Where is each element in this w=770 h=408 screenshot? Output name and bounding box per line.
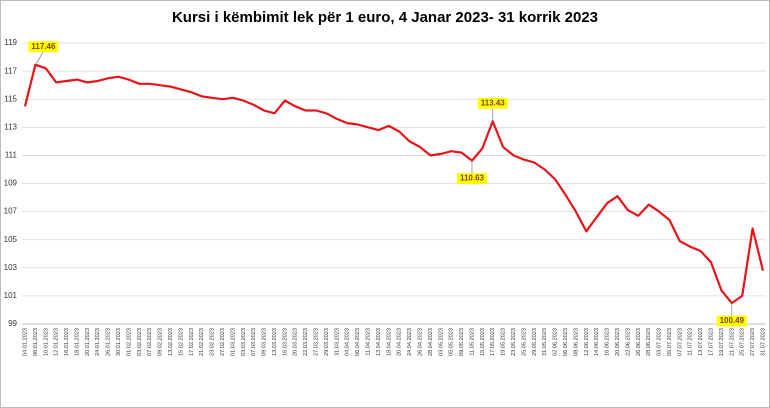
data-label: 117.46 — [31, 42, 56, 51]
x-tick-label: 24.01.2023 — [95, 328, 101, 356]
y-tick-label: 105 — [4, 235, 18, 244]
x-tick-label: 17.07.2023 — [709, 328, 715, 356]
x-tick-label: 05.07.2023 — [667, 328, 673, 356]
x-tick-label: 07.02.2023 — [147, 328, 153, 356]
x-tick-label: 12.06.2023 — [584, 328, 590, 356]
x-tick-label: 03.07.2023 — [657, 328, 663, 356]
x-tick-label: 26.01.2023 — [106, 328, 112, 356]
x-tick-label: 01.02.2023 — [126, 328, 132, 356]
data-label: 100.49 — [720, 316, 745, 325]
x-tick-label: 11.04.2023 — [365, 328, 371, 356]
x-tick-label: 20.04.2023 — [397, 328, 403, 356]
x-tick-label: 15.02.2023 — [178, 328, 184, 356]
x-tick-label: 21.02.2023 — [199, 328, 205, 356]
x-tick-label: 09.03.2023 — [262, 328, 268, 356]
x-tick-label: 26.04.2023 — [417, 328, 423, 356]
x-tick-label: 25.07.2023 — [740, 328, 746, 356]
x-tick-label: 16.01.2023 — [64, 328, 70, 356]
y-tick-label: 103 — [4, 263, 18, 272]
x-tick-label: 04.01.2023 — [22, 328, 28, 356]
x-tick-label: 18.01.2023 — [74, 328, 80, 356]
x-tick-label: 15.05.2023 — [480, 328, 486, 356]
x-tick-label: 11.07.2023 — [688, 328, 694, 356]
x-tick-label: 07.07.2023 — [677, 328, 683, 356]
x-tick-label: 24.04.2023 — [407, 328, 413, 356]
x-tick-label: 20.01.2023 — [85, 328, 91, 356]
x-tick-label: 27.02.2023 — [220, 328, 226, 356]
x-tick-label: 19.07.2023 — [719, 328, 725, 356]
x-tick-label: 22.03.2023 — [303, 328, 309, 356]
y-tick-label: 111 — [5, 151, 18, 160]
x-tick-label: 05.05.2023 — [449, 328, 455, 356]
x-tick-label: 30.01.2023 — [116, 328, 122, 356]
y-tick-label: 101 — [4, 291, 18, 300]
x-tick-label: 22.06.2023 — [625, 328, 631, 356]
x-tick-label: 13.07.2023 — [698, 328, 704, 356]
x-tick-label: 06.04.2023 — [355, 328, 361, 356]
x-tick-label: 14.06.2023 — [594, 328, 600, 356]
x-tick-label: 28.06.2023 — [646, 328, 652, 356]
x-tick-label: 17.05.2023 — [490, 328, 496, 356]
x-tick-label: 20.03.2023 — [293, 328, 299, 356]
y-tick-label: 107 — [4, 207, 18, 216]
x-tick-label: 16.06.2023 — [605, 328, 611, 356]
x-tick-label: 23.05.2023 — [511, 328, 517, 356]
x-tick-label: 03.03.2023 — [241, 328, 247, 356]
label-box — [456, 173, 487, 185]
x-tick-label: 27.03.2023 — [314, 328, 320, 356]
x-tick-label: 09.02.2023 — [158, 328, 164, 356]
x-tick-label: 31.03.2023 — [334, 328, 340, 356]
x-tick-label: 13.03.2023 — [272, 328, 278, 356]
x-tick-label: 27.07.2023 — [750, 328, 756, 356]
x-tick-label: 10.01.2023 — [43, 328, 49, 356]
x-tick-label: 28.04.2023 — [428, 328, 434, 356]
x-tick-label: 01.03.2023 — [230, 328, 236, 356]
x-tick-label: 31.05.2023 — [542, 328, 548, 356]
x-tick-label: 13.02.2023 — [168, 328, 174, 356]
data-label: 110.63 — [460, 174, 485, 183]
y-tick-label: 119 — [4, 38, 17, 47]
data-label: 113.43 — [481, 98, 506, 107]
x-tick-label: 17.02.2023 — [189, 328, 195, 356]
x-tick-label: 11.05.2023 — [469, 328, 475, 356]
label-box — [28, 41, 59, 53]
y-tick-label: 115 — [4, 94, 17, 103]
x-tick-label: 12.01.2023 — [54, 328, 60, 356]
x-tick-label: 13.04.2023 — [376, 328, 382, 356]
series-line — [23, 63, 765, 305]
x-tick-label: 21.07.2023 — [729, 328, 735, 356]
y-tick-label: 117 — [4, 66, 17, 75]
x-tick-label: 06.06.2023 — [563, 328, 569, 356]
x-tick-label: 06.01.2023 — [33, 328, 39, 356]
x-tick-label: 26.06.2023 — [636, 328, 642, 356]
label-leader — [35, 51, 44, 65]
y-tick-label: 113 — [4, 122, 17, 131]
x-tick-label: 29.03.2023 — [324, 328, 330, 356]
x-tick-label: 02.06.2023 — [553, 328, 559, 356]
x-tick-label: 03.02.2023 — [137, 328, 143, 356]
x-tick-label: 19.05.2023 — [501, 328, 507, 356]
x-tick-label: 16.03.2023 — [282, 328, 288, 356]
label-box — [716, 315, 747, 327]
y-tick-label: 99 — [8, 319, 17, 328]
y-tick-label: 109 — [4, 179, 18, 188]
x-tick-label: 18.04.2023 — [386, 328, 392, 356]
x-tick-label: 25.05.2023 — [521, 328, 527, 356]
x-tick-label: 20.06.2023 — [615, 328, 621, 356]
x-tick-label: 09.05.2023 — [459, 328, 465, 356]
x-tick-label: 04.04.2023 — [345, 328, 351, 356]
x-tick-label: 29.05.2023 — [532, 328, 538, 356]
x-tick-label: 23.02.2023 — [210, 328, 216, 356]
x-tick-label: 08.06.2023 — [573, 328, 579, 356]
label-box — [477, 97, 508, 109]
chart-title: Kursi i këmbimit lek për 1 euro, 4 Janar… — [172, 9, 598, 26]
x-tick-label: 03.05.2023 — [438, 328, 444, 356]
x-tick-label: 31.07.2023 — [760, 328, 766, 356]
x-tick-label: 07.03.2023 — [251, 328, 257, 356]
